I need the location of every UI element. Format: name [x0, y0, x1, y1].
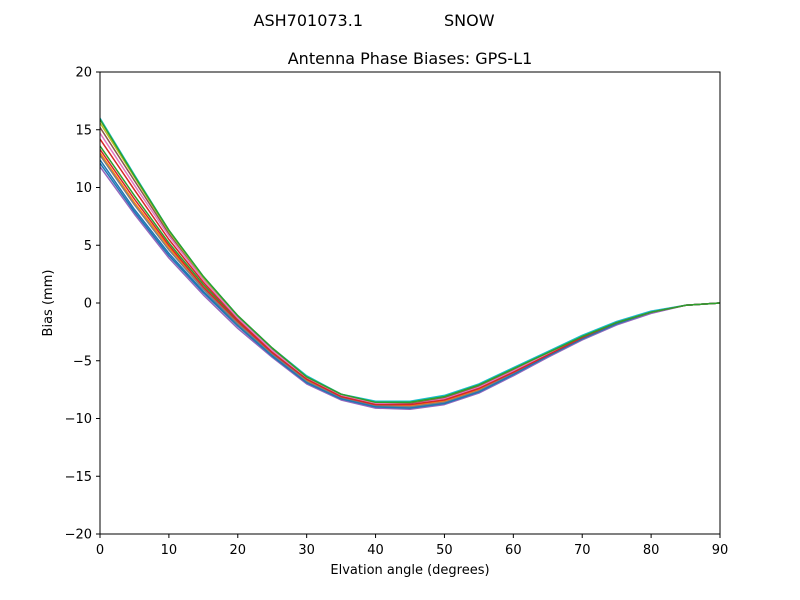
- x-axis-label: Elvation angle (degrees): [330, 563, 489, 578]
- x-tick-label: 90: [712, 543, 729, 558]
- y-tick-label: −5: [73, 354, 92, 369]
- x-tick-label: 70: [574, 543, 591, 558]
- y-tick-label: −10: [65, 412, 92, 427]
- x-tick-label: 20: [230, 543, 247, 558]
- plot-area: [100, 72, 720, 534]
- y-tick-label: −20: [65, 528, 92, 543]
- y-axis-ticks: −20 −15 −10 −5 0 5 10 15 20: [65, 66, 100, 543]
- y-axis-label: Bias (mm): [41, 270, 56, 337]
- x-tick-label: 80: [643, 543, 660, 558]
- y-tick-label: 20: [75, 66, 92, 81]
- series-lines: [100, 117, 720, 411]
- y-tick-label: 0: [84, 297, 92, 312]
- y-tick-label: 5: [84, 239, 92, 254]
- y-tick-label: 10: [75, 181, 92, 196]
- suptitle-antenna: ASH701073.1: [254, 11, 363, 30]
- x-tick-label: 30: [298, 543, 315, 558]
- x-tick-label: 10: [161, 543, 178, 558]
- chart-title: Antenna Phase Biases: GPS-L1: [288, 49, 533, 68]
- series-line-5: [100, 166, 720, 411]
- x-tick-label: 50: [436, 543, 453, 558]
- x-tick-label: 40: [367, 543, 384, 558]
- series-line-11: [100, 162, 720, 409]
- suptitle-radome: SNOW: [444, 11, 495, 30]
- plot-frame: [99, 71, 721, 535]
- y-tick-label: 15: [75, 123, 92, 138]
- x-tick-label: 60: [505, 543, 522, 558]
- x-tick-label: 0: [96, 543, 104, 558]
- x-axis-ticks: 0 10 20 30 40 50 60 70 80 90: [96, 534, 728, 558]
- y-tick-label: −15: [65, 470, 92, 485]
- series-line-13: [100, 119, 720, 404]
